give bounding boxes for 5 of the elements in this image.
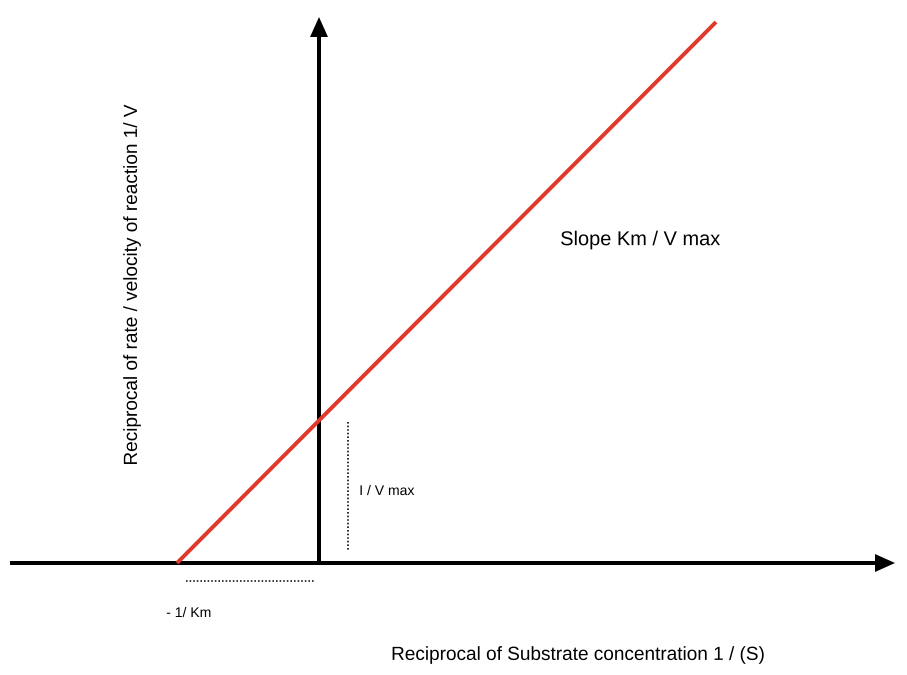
y-axis-title: Reciprocal of rate / velocity of reaction 1/ V: [123, 104, 141, 464]
annotation: I / V max: [360, 484, 414, 496]
x-axis-title: Reciprocal of Substrate concentration 1 / (S): [392, 646, 764, 664]
annotation: Slope Km / V max: [561, 230, 720, 250]
text: - 1/ Km: [166, 606, 210, 618]
